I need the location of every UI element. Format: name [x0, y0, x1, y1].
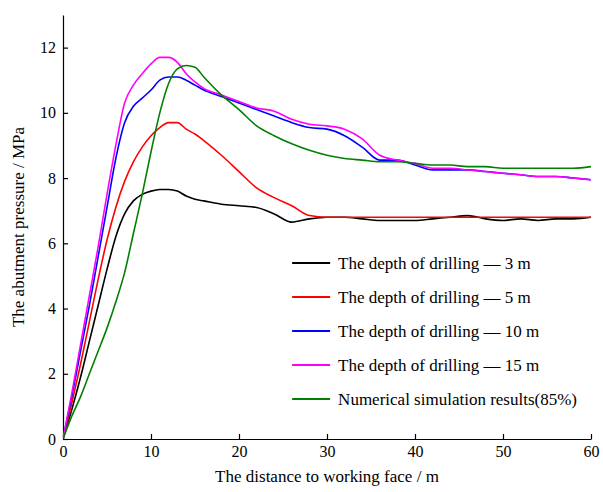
tick: 60	[584, 434, 600, 460]
legend-label: The depth of drilling — 10 m	[338, 322, 539, 341]
tick-mark	[63, 178, 68, 179]
tick-label: 12	[40, 39, 56, 56]
legend-swatch	[292, 398, 330, 400]
tick: 2	[48, 365, 68, 382]
tick-label: 8	[48, 170, 56, 187]
tick: 10	[144, 434, 160, 460]
legend-label: The depth of drilling — 3 m	[338, 254, 531, 273]
tick-mark	[327, 434, 328, 439]
tick-label: 2	[48, 365, 56, 382]
tick-label: 30	[320, 443, 336, 460]
tick: 40	[408, 434, 424, 460]
tick-label: 60	[584, 443, 600, 460]
legend-item: The depth of drilling — 10 m	[292, 322, 539, 341]
legend-item: The depth of drilling — 5 m	[292, 288, 531, 307]
plot: 0 10 20 30 40 50 60 0 2 4 6 8 10 12 The depth of drill…	[40, 16, 600, 461]
tick-label: 0	[48, 431, 56, 448]
series-line	[63, 66, 591, 439]
tick-mark	[63, 374, 68, 375]
tick: 30	[320, 434, 336, 460]
tick: 50	[496, 434, 512, 460]
tick-mark	[151, 434, 152, 439]
series-line	[63, 57, 591, 439]
tick: 12	[40, 39, 68, 56]
axis-line	[64, 439, 592, 440]
tick-label: 40	[408, 443, 424, 460]
tick-label: 6	[48, 235, 56, 252]
legend-swatch	[292, 364, 330, 366]
tick-mark	[503, 434, 504, 439]
tick-mark	[63, 243, 68, 244]
legend-swatch	[292, 296, 330, 298]
legend-label: The depth of drilling — 15 m	[338, 356, 539, 375]
tick: 6	[48, 235, 68, 252]
tick-mark	[239, 434, 240, 439]
tick-mark	[415, 434, 416, 439]
series-line	[63, 189, 591, 439]
legend-swatch	[292, 330, 330, 332]
legend-item: Numerical simulation results(85%)	[292, 390, 577, 409]
series-line	[63, 123, 591, 439]
series-line	[63, 77, 591, 439]
axis-line	[63, 16, 64, 440]
tick-mark	[63, 439, 68, 440]
tick-label: 4	[48, 300, 56, 317]
legend-item: The depth of drilling — 3 m	[292, 254, 531, 273]
tick: 4	[48, 300, 68, 317]
chart: 0 10 20 30 40 50 60 0 2 4 6 8 10 12 The depth of drill…	[0, 0, 603, 492]
tick-label: 20	[232, 443, 248, 460]
tick-label: 10	[144, 443, 160, 460]
legend-label: The depth of drilling — 5 m	[338, 288, 531, 307]
lines	[63, 57, 591, 439]
tick-mark	[63, 113, 68, 114]
tick-mark	[591, 434, 592, 439]
x-axis: 0 10 20 30 40 50 60	[60, 434, 600, 460]
tick: 8	[48, 170, 68, 187]
legend-swatch	[292, 262, 330, 264]
tick-mark	[63, 308, 68, 309]
legend-label: Numerical simulation results(85%)	[338, 390, 577, 409]
tick: 20	[232, 434, 248, 460]
legend: The depth of drilling — 3 m The depth of …	[292, 254, 577, 409]
tick-label: 50	[496, 443, 512, 460]
y-axis: 0 2 4 6 8 10 12	[40, 16, 68, 448]
y-axis-title: The abutment pressure / MPa	[9, 126, 28, 327]
tick-mark	[63, 48, 68, 49]
x-axis-title: The distance to working face / m	[215, 467, 439, 486]
legend-item: The depth of drilling — 15 m	[292, 356, 539, 375]
tick-label: 10	[40, 104, 56, 121]
tick: 10	[40, 104, 68, 121]
tick-label: 0	[60, 443, 68, 460]
